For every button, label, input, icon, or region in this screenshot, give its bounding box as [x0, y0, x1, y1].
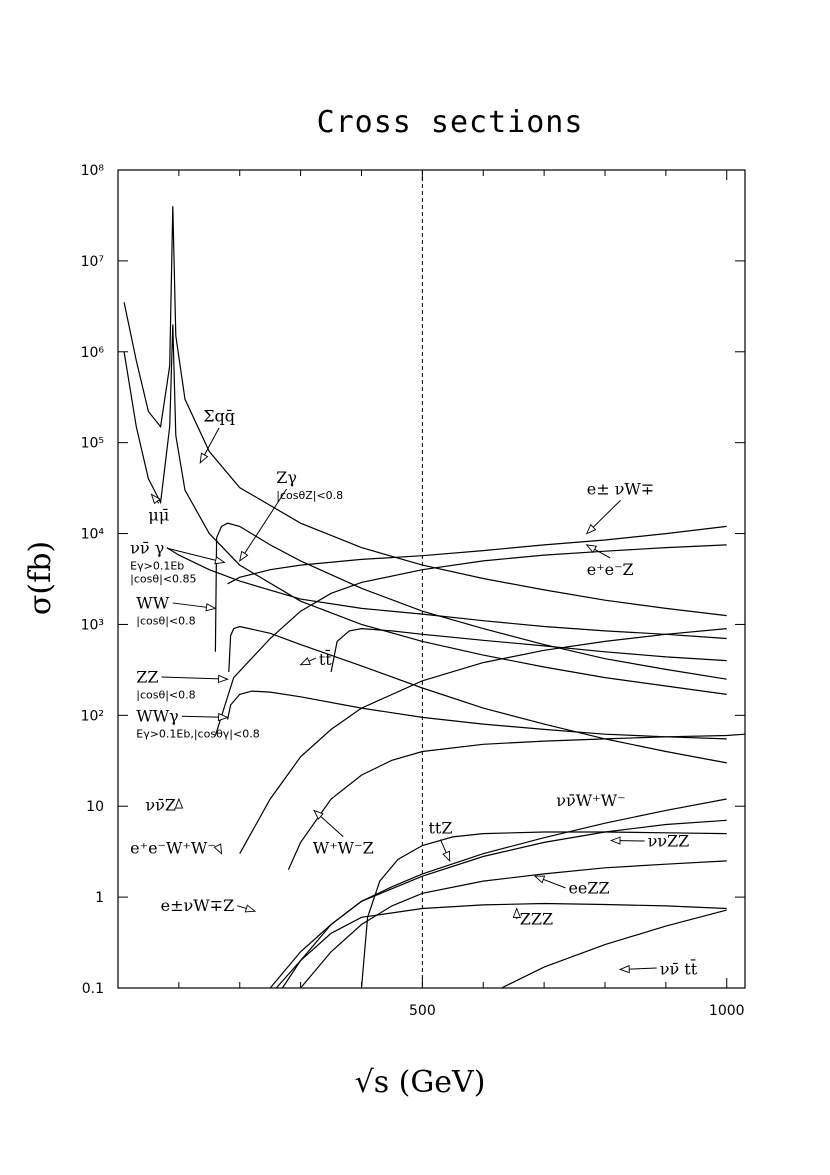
annotation-arrow-line [161, 676, 228, 680]
annotation-label: tt̄ [319, 647, 332, 668]
y-tick-label: 10⁶ [81, 345, 105, 361]
y-tick-label: 10 [86, 799, 104, 815]
annotation-label: e±νW∓Z [161, 896, 235, 915]
annotation-label: WW [136, 593, 169, 612]
y-tick-label: 10⁷ [81, 254, 104, 270]
series-line [227, 690, 727, 740]
annotation-sublabel: |cosθ|<0.8 [136, 614, 195, 627]
annotation-arrowhead [244, 904, 257, 913]
series-line [360, 831, 727, 989]
annotation-label: ZZZ [520, 909, 553, 928]
y-tick-label: 10² [81, 708, 104, 724]
annotation-label: νν̄W⁺W⁻ [556, 791, 625, 810]
annotation-arrowhead [609, 836, 621, 845]
annotation-arrowhead [174, 797, 184, 809]
annotation-arrowhead [618, 964, 630, 974]
annotation-label: eeZZ [568, 878, 609, 897]
annotation-label: e⁺e⁻Z [587, 560, 634, 579]
x-axis-title: √s (GeV) [355, 1065, 486, 1100]
annotation-arrowhead [218, 674, 229, 684]
x-tick-label: 500 [409, 1003, 436, 1019]
series-line [227, 525, 727, 585]
series-curves [123, 206, 746, 989]
annotation-label: e⁺e⁻W⁺W⁻ [130, 839, 216, 858]
y-tick-label: 10³ [81, 617, 104, 633]
annotation-label: W⁺W⁻Z [313, 839, 374, 858]
y-axis-title: σ(fb) [23, 541, 58, 615]
y-tick-label: 10⁵ [81, 436, 104, 452]
annotation-label: ννZZ [648, 832, 690, 851]
series-line [275, 902, 727, 989]
annotation-arrowhead [199, 452, 209, 464]
annotation-sublabel: |cosθ|<0.85 [130, 573, 196, 586]
series-line [300, 860, 727, 989]
annotation-arrowhead [313, 809, 324, 820]
x-axis-ticks: 500 1000 [178, 170, 745, 1019]
annotation-arrowhead [585, 523, 597, 535]
annotation-label: νν̄Z [145, 795, 176, 814]
series-line [269, 798, 727, 989]
series-line [166, 547, 727, 640]
annotation-label: e± νW∓ [587, 479, 655, 498]
annotation-arrowhead [299, 657, 311, 666]
annotation-sublabel: |cosθZ|<0.8 [276, 489, 343, 502]
annotation-label: μμ̄ [148, 505, 169, 524]
y-tick-label: 0.1 [82, 981, 104, 997]
annotation-label: Σqq̄ [203, 407, 235, 426]
annotation-arrow-line [167, 547, 225, 564]
chart-title: Cross sections [317, 105, 584, 140]
annotation-arrowhead [218, 712, 229, 722]
annotation-arrowhead [585, 544, 598, 554]
annotation-label: νν̄ tt̄ [660, 957, 698, 978]
series-line [501, 909, 727, 989]
annotation-label: WWγ [136, 707, 178, 726]
y-tick-label: 10⁸ [81, 163, 105, 179]
y-tick-label: 1 [95, 890, 104, 906]
y-tick-label: 10⁴ [81, 527, 105, 543]
series-line [330, 627, 727, 673]
annotation-label: νν̄ γ [130, 539, 164, 558]
series-line [239, 628, 727, 854]
annotation-arrow-line [239, 488, 288, 562]
annotation-label: ttZ [428, 819, 452, 838]
annotation-arrowhead [442, 850, 451, 863]
annotation-arrowhead [150, 493, 161, 505]
plot-frame [117, 169, 746, 989]
annotation-arrowhead [214, 556, 226, 565]
series-line [214, 522, 727, 680]
annotation-sublabel: Eγ>0.1Eb,|cosθγ|<0.8 [136, 728, 259, 741]
annotation-label: Zγ [276, 468, 297, 487]
annotation-label: ZZ [136, 667, 158, 686]
annotation-arrowhead [205, 603, 217, 612]
annotation-arrowhead [533, 875, 546, 884]
series-line [287, 733, 746, 871]
annotation-arrowhead [213, 843, 223, 855]
series-line [228, 625, 727, 764]
series-line [123, 324, 727, 695]
annotation-sublabel: |cosθ|<0.8 [136, 688, 195, 701]
annotations: Σqq̄μμ̄Zγ|cosθZ|<0.8νν̄ γEγ>0.1Eb|cosθ|<… [130, 407, 698, 979]
annotation-arrowhead [239, 550, 249, 562]
series-line [281, 819, 727, 989]
series-line [123, 206, 727, 617]
annotation-arrowhead [512, 907, 521, 918]
series-line [214, 544, 727, 736]
x-tick-label: 1000 [709, 1003, 745, 1019]
y-axis-ticks: 0.1 1 10 10² 10³ 10⁴ 10⁵ 10⁶ 10⁷ 10⁸ [81, 163, 745, 997]
annotation-sublabel: Eγ>0.1Eb [130, 560, 184, 573]
